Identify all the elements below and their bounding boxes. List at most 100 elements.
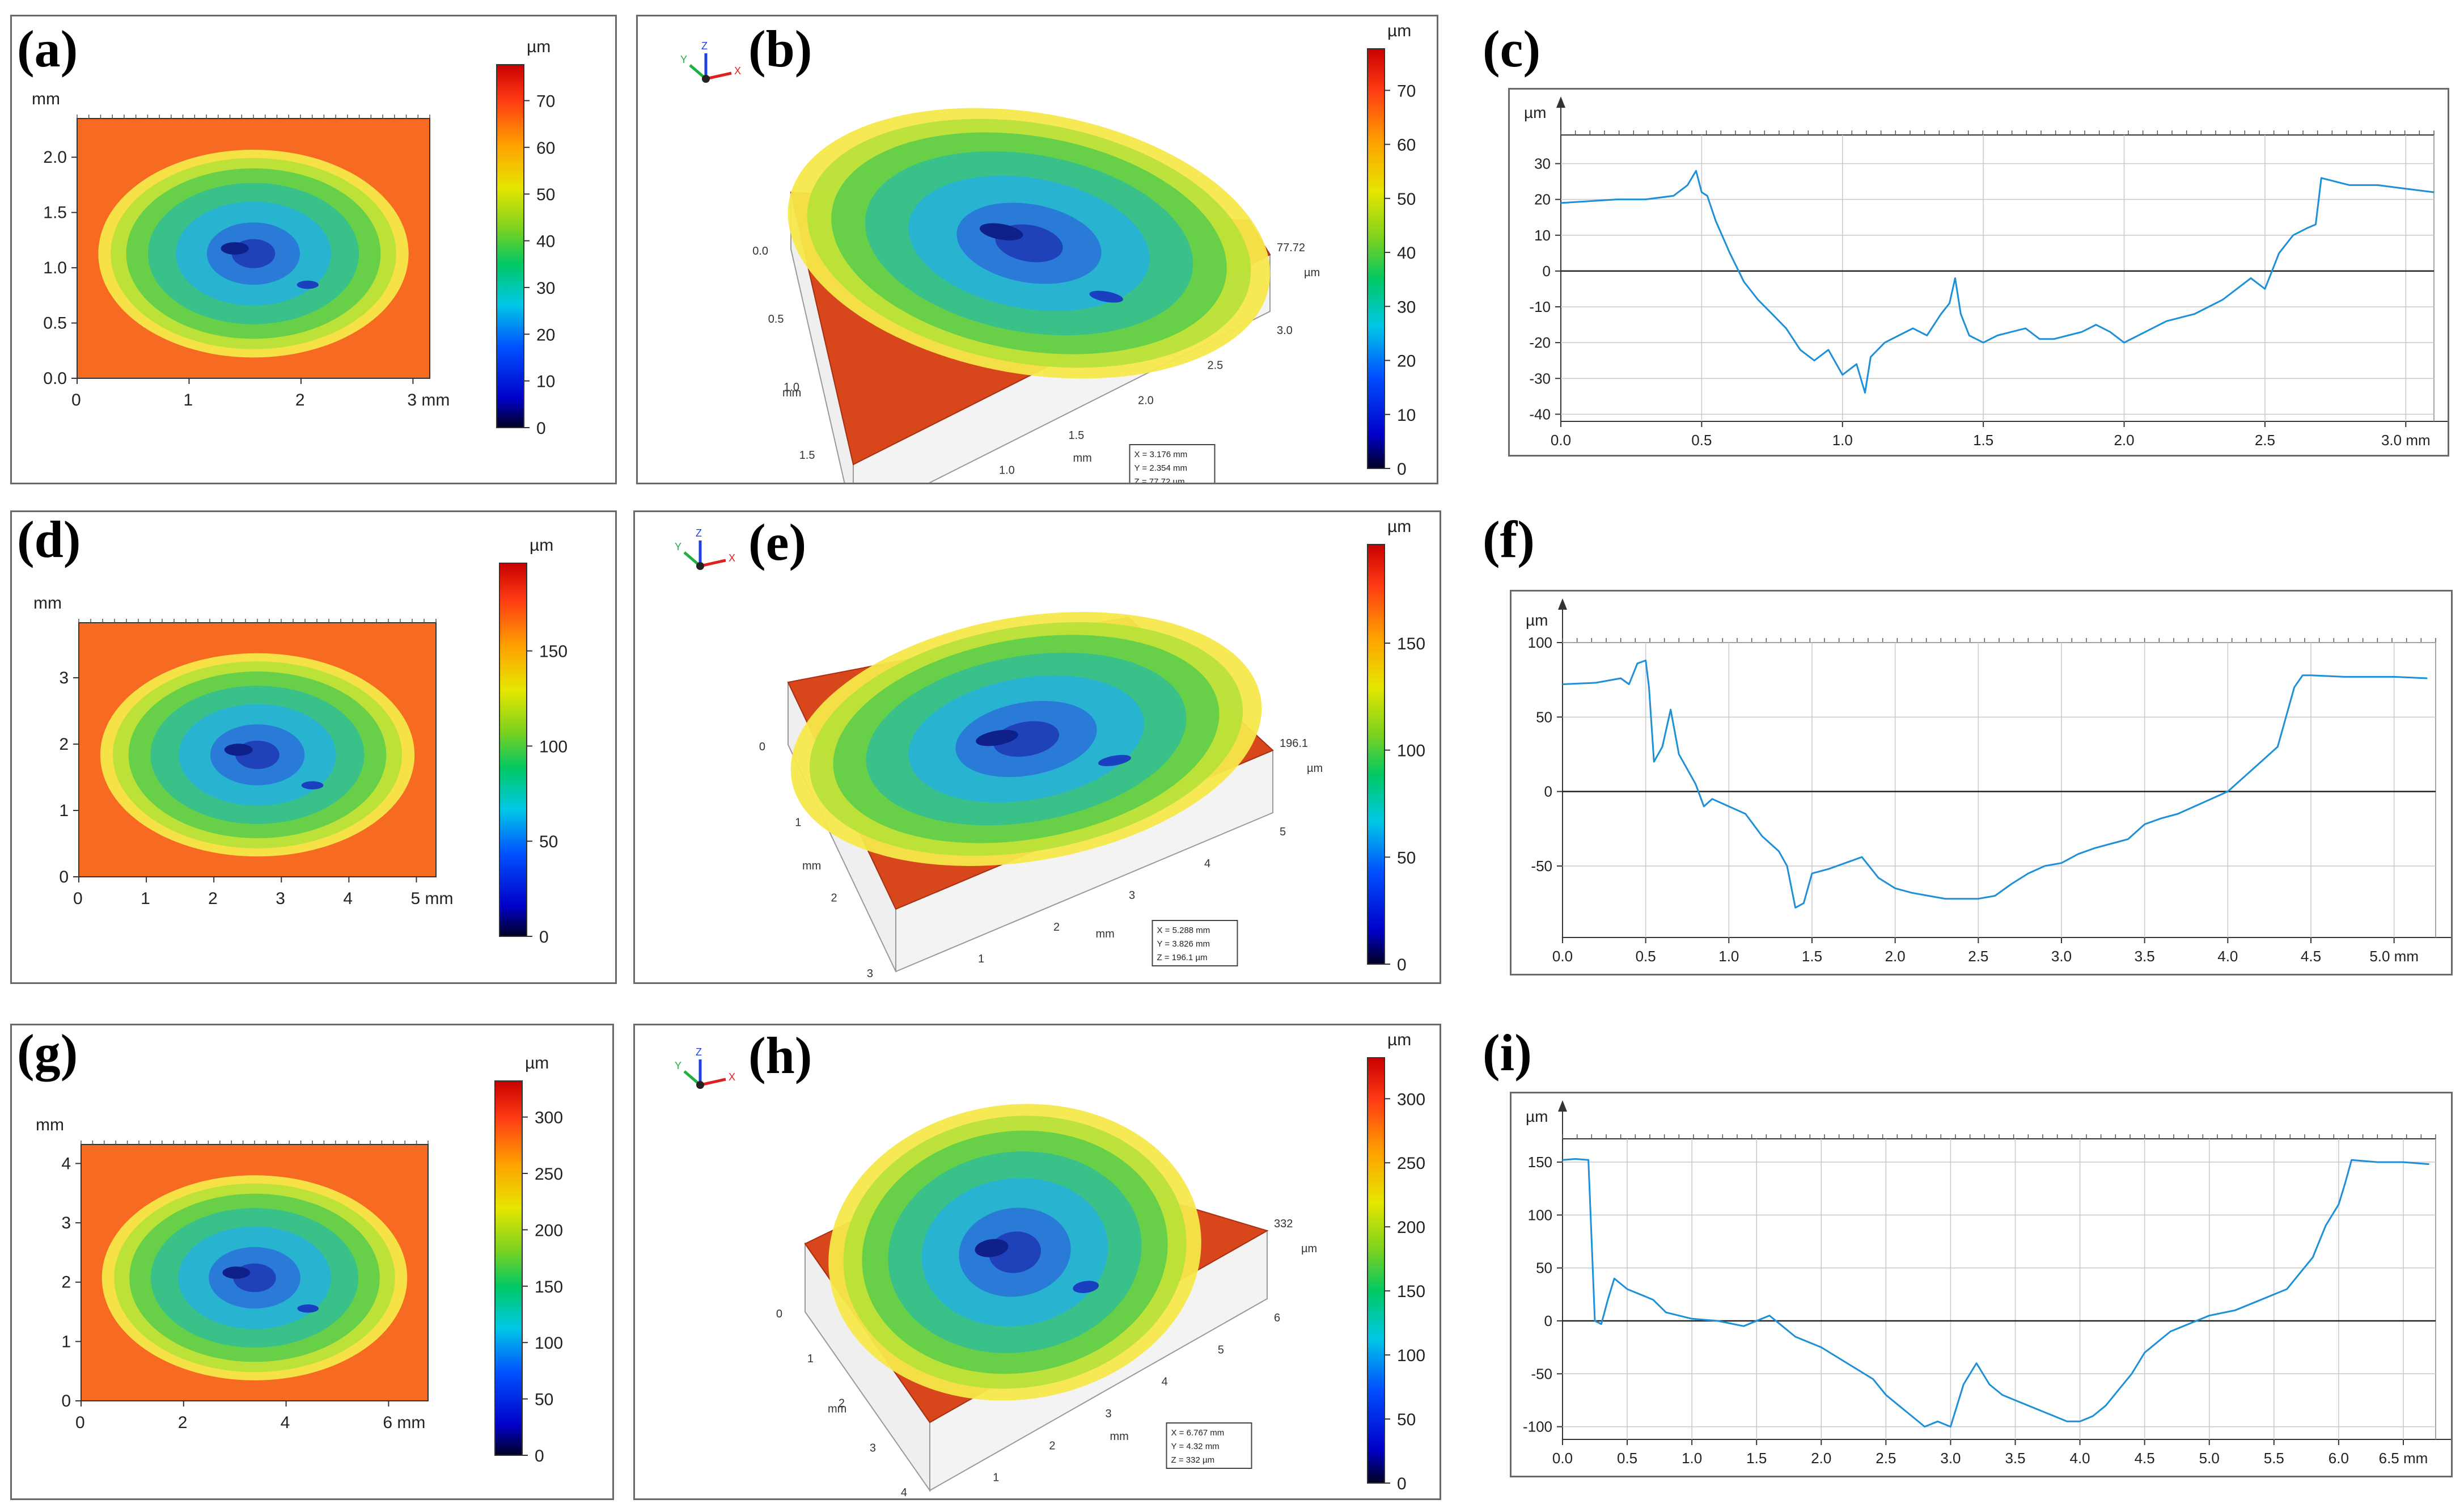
surface-3d-b: XZY77.72µm0.00.51.01.52.0mm0.00.51.01.52…: [680, 22, 1416, 483]
y-axis-unit: mm: [828, 1403, 846, 1416]
readout-line: X = 3.176 mm: [1134, 450, 1188, 459]
x-axis-tick-label: 2: [1053, 921, 1060, 934]
profile-chart-f: µm 0.0 0.5 1.0 1.5 2.0 2.5 3.0 3.5 4.0 4.5 5.0 mm -5…: [1526, 598, 2451, 965]
colorbar-tick-label: 30: [536, 279, 555, 298]
x-tick-label: 3.0: [1940, 1450, 1961, 1467]
profile-line-c: [1560, 170, 2435, 394]
x-tick-label: 1.0: [1718, 948, 1739, 965]
x-axis-tick-label: 6: [1274, 1312, 1280, 1324]
y-tick-label: -30: [1529, 370, 1551, 387]
colorbar-tick-label: 250: [1397, 1154, 1425, 1173]
colorbar-tick-label: 200: [1397, 1218, 1425, 1237]
colorbar-h: [1367, 1057, 1385, 1484]
colorbar-unit: µm: [1387, 22, 1411, 40]
colorbar-tick-label: 100: [539, 737, 568, 756]
x-axis-unit: mm: [1096, 928, 1115, 940]
readout-line: Y = 2.354 mm: [1134, 463, 1188, 473]
surface-3d-h: X Z Y 332 µm 0 1 2 3 4 mm 0 1 2 3 4 5 6 mm X = 6.767 mm Y = …: [675, 1030, 1425, 1498]
profile-chart-c: µm 0.0 0.5 1.0 1.5 2.0 2.5 3.0 mm -40 -30 -20 -10 0 1…: [1524, 96, 2448, 449]
y-axis-tick-label: 3: [870, 1442, 876, 1454]
axis-unit-y: mm: [32, 90, 60, 108]
colorbar-tick-label: 50: [536, 185, 555, 204]
colorbar-unit: µm: [1387, 1030, 1411, 1049]
y-axis-tick-label: 1.0: [784, 381, 799, 394]
colorbar-tick-label: 150: [1397, 1282, 1425, 1301]
x-tick-label: 3: [276, 889, 285, 908]
colorbar-tick-label: 70: [1397, 82, 1416, 100]
y-tick-label: 3: [61, 1214, 71, 1232]
y-tick-label: 0.5: [43, 314, 67, 333]
colorbar-tick-label: 100: [1397, 1346, 1425, 1365]
colorbar-tick-label: 20: [536, 326, 555, 344]
x-tick-label: 2: [295, 391, 305, 409]
y-tick-label: 150: [1528, 1154, 1552, 1171]
colorbar-tick-label: 10: [536, 373, 555, 391]
x-tick-label: 5.0 mm: [2369, 948, 2419, 965]
readout-line: X = 5.288 mm: [1157, 926, 1210, 935]
z-max-label: 332: [1274, 1218, 1293, 1230]
y-axis-arrow-icon: [1556, 96, 1565, 108]
y-tick-label: 50: [1536, 1260, 1552, 1277]
x-tick-label: 6.5 mm: [2379, 1450, 2428, 1467]
x-tick-label: 0.0: [1552, 948, 1573, 965]
y-tick-label: 10: [1534, 227, 1551, 244]
x-tick-label: 0.5: [1691, 432, 1712, 449]
y-tick-label: 1.0: [43, 259, 67, 277]
profile-line-f: [1562, 660, 2428, 909]
readout-line: Z = 77.72 µm: [1134, 477, 1185, 483]
y-tick-label: 2: [59, 735, 69, 754]
readout-line: Y = 4.32 mm: [1171, 1442, 1220, 1451]
colorbar-tick-label: 300: [535, 1109, 563, 1127]
y-axis-tick-label: 3: [867, 968, 873, 980]
colorbar-b: [1367, 48, 1385, 469]
y-axis-unit: mm: [802, 860, 821, 872]
y-axis-unit: µm: [1526, 1108, 1548, 1125]
y-axis-tick-label: 4: [901, 1486, 907, 1498]
svg-text:X: X: [734, 65, 741, 77]
x-tick-label: 0.5: [1636, 948, 1656, 965]
x-axis-tick-label: 4: [1204, 858, 1210, 870]
y-axis-tick-label: 1.5: [799, 449, 815, 462]
x-axis-tick-label: 1: [978, 953, 984, 965]
x-tick-label: 3.0 mm: [2381, 432, 2431, 449]
colorbar-tick-label: 0: [1397, 460, 1407, 479]
x-tick-label: 1.5: [1973, 432, 1993, 449]
x-tick-label: 2.5: [2255, 432, 2275, 449]
x-axis-tick-label: 3.0: [1277, 324, 1293, 337]
panel-label-a: (a): [17, 20, 78, 78]
readout-line: X = 6.767 mm: [1171, 1428, 1225, 1438]
x-axis-unit: mm: [1110, 1430, 1129, 1443]
x-tick-label: 2.0: [1885, 948, 1906, 965]
y-axis-tick-label: 1: [795, 816, 801, 829]
colorbar-tick-label: 20: [1397, 352, 1416, 371]
x-tick-label: 4: [343, 889, 353, 908]
y-tick-label: -50: [1531, 858, 1552, 875]
y-tick-label: 20: [1534, 191, 1551, 208]
colorbar-unit: µm: [527, 37, 551, 56]
y-axis-arrow-icon: [1558, 1100, 1567, 1112]
svg-text:Y: Y: [675, 1060, 681, 1071]
x-tick-label: 4.5: [2301, 948, 2321, 965]
colorbar-tick-label: 300: [1397, 1090, 1425, 1109]
x-tick-label: 0.0: [1551, 432, 1571, 449]
crater-e: [790, 612, 1262, 866]
x-tick-label: 5.5: [2264, 1450, 2284, 1467]
colorbar-tick-label: 30: [1397, 298, 1416, 316]
y-tick-label: -100: [1523, 1418, 1552, 1435]
x-tick-label: 5.0: [2199, 1450, 2220, 1467]
x-axis-tick-label: 2.0: [1138, 394, 1154, 407]
readout-line: Z = 332 µm: [1171, 1455, 1215, 1465]
x-tick-label: 3.5: [2135, 948, 2155, 965]
colorbar-e: [1367, 544, 1385, 965]
x-tick-label: 1: [141, 889, 150, 908]
y-tick-label: -10: [1529, 298, 1551, 315]
y-axis-tick-label: 0.5: [768, 313, 784, 326]
colorbar-tick-label: 0: [1397, 1475, 1407, 1493]
axis-triad-icon: X Z Y: [675, 1046, 735, 1089]
height-map-2d-g: mm 0 2 4 6 mm 0 1 2 3 4 µm 0 50 100 150 200 250 300: [36, 1054, 563, 1465]
colorbar-unit: µm: [1387, 517, 1411, 536]
colorbar-unit: µm: [525, 1054, 549, 1072]
z-unit-label: µm: [1301, 1243, 1317, 1255]
colorbar-tick-label: 40: [536, 233, 555, 251]
axis-triad-icon: X Z Y: [680, 40, 741, 83]
